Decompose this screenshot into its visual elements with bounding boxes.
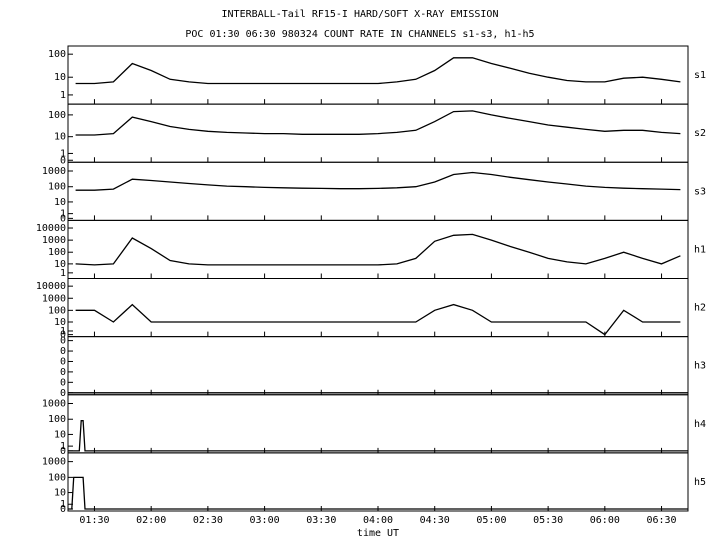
- y-tick-label: 1000: [42, 235, 66, 246]
- data-line: [75, 57, 681, 85]
- y-tick-label: 0: [60, 356, 66, 367]
- x-tick-label: 05:00: [476, 515, 506, 526]
- data-line: [75, 110, 681, 136]
- y-tick-label: 100: [48, 305, 66, 316]
- y-tick-label: 10: [54, 197, 66, 208]
- y-tick-label: 0: [60, 367, 66, 378]
- y-tick-label: 0: [60, 388, 66, 399]
- y-tick-label: 1: [60, 90, 66, 101]
- panel-label: s2: [694, 128, 706, 139]
- x-tick-label: 01:30: [79, 515, 109, 526]
- x-tick-label: 03:30: [306, 515, 336, 526]
- panel-frame: [67, 219, 689, 279]
- y-tick-label: 100: [48, 247, 66, 258]
- y-tick-label: 100: [48, 182, 66, 193]
- y-tick-label: 0: [60, 213, 66, 224]
- panel-label: s3: [694, 186, 706, 197]
- y-tick-label: 100: [48, 49, 66, 60]
- y-tick-label: 1: [60, 209, 66, 220]
- data-line: [68, 420, 688, 452]
- y-tick-label: 1000: [42, 398, 66, 409]
- y-tick-label: 1: [60, 148, 66, 159]
- data-line: [75, 233, 681, 266]
- x-tick-label: 06:00: [590, 515, 620, 526]
- y-tick-label: 10: [54, 132, 66, 143]
- x-axis-label: time UT: [357, 528, 399, 539]
- y-tick-label: 1000: [42, 457, 66, 468]
- y-tick-label: 10: [54, 72, 66, 83]
- y-tick-label: 0: [60, 446, 66, 457]
- panel-frame: [67, 336, 689, 396]
- x-tick-label: 05:30: [533, 515, 563, 526]
- panel-label: s1: [694, 70, 706, 81]
- chart-subtitle: POC 01:30 06:30 980324 COUNT RATE IN CHA…: [185, 29, 534, 40]
- panel-frame: [67, 452, 689, 512]
- y-tick-label: 100: [48, 472, 66, 483]
- y-tick-label: 0: [60, 377, 66, 388]
- y-tick-label: 1: [60, 441, 66, 452]
- x-tick-label: 06:30: [646, 515, 676, 526]
- y-tick-label: 0: [60, 504, 66, 515]
- x-tick-label: 02:30: [193, 515, 223, 526]
- chart-title: INTERBALL-Tail RF15-I HARD/SOFT X-RAY EM…: [222, 9, 499, 20]
- y-tick-label: 10: [54, 488, 66, 499]
- y-tick-label: 1: [60, 268, 66, 279]
- y-tick-label: 1: [60, 499, 66, 510]
- panel-frame: [67, 394, 689, 454]
- panel-label: h2: [694, 303, 706, 314]
- y-tick-label: 1000: [42, 166, 66, 177]
- y-tick-label: 10000: [36, 223, 66, 234]
- y-tick-label: 0: [60, 346, 66, 357]
- panel-label: h3: [694, 361, 706, 372]
- y-tick-label: 10: [54, 429, 66, 440]
- x-tick-label: 02:00: [136, 515, 166, 526]
- y-tick-label: 100: [48, 414, 66, 425]
- x-tick-label: 04:00: [363, 515, 393, 526]
- x-tick-label: 03:00: [250, 515, 280, 526]
- y-tick-label: 0: [60, 336, 66, 347]
- y-tick-label: 0: [60, 155, 66, 166]
- y-tick-label: 100: [48, 110, 66, 121]
- y-tick-label: 10000: [36, 281, 66, 292]
- panel-label: h1: [694, 244, 706, 255]
- data-line: [75, 171, 681, 191]
- y-tick-label: 0: [60, 330, 66, 341]
- panel-label: h4: [694, 419, 706, 430]
- data-line: [68, 476, 688, 510]
- y-tick-label: 10: [54, 259, 66, 270]
- y-tick-label: 1000: [42, 293, 66, 304]
- x-tick-label: 04:30: [420, 515, 450, 526]
- data-line: [75, 303, 681, 336]
- panel-label: h5: [694, 477, 706, 488]
- y-tick-label: 1: [60, 326, 66, 337]
- y-tick-label: 10: [54, 317, 66, 328]
- panel-frame: [67, 161, 689, 221]
